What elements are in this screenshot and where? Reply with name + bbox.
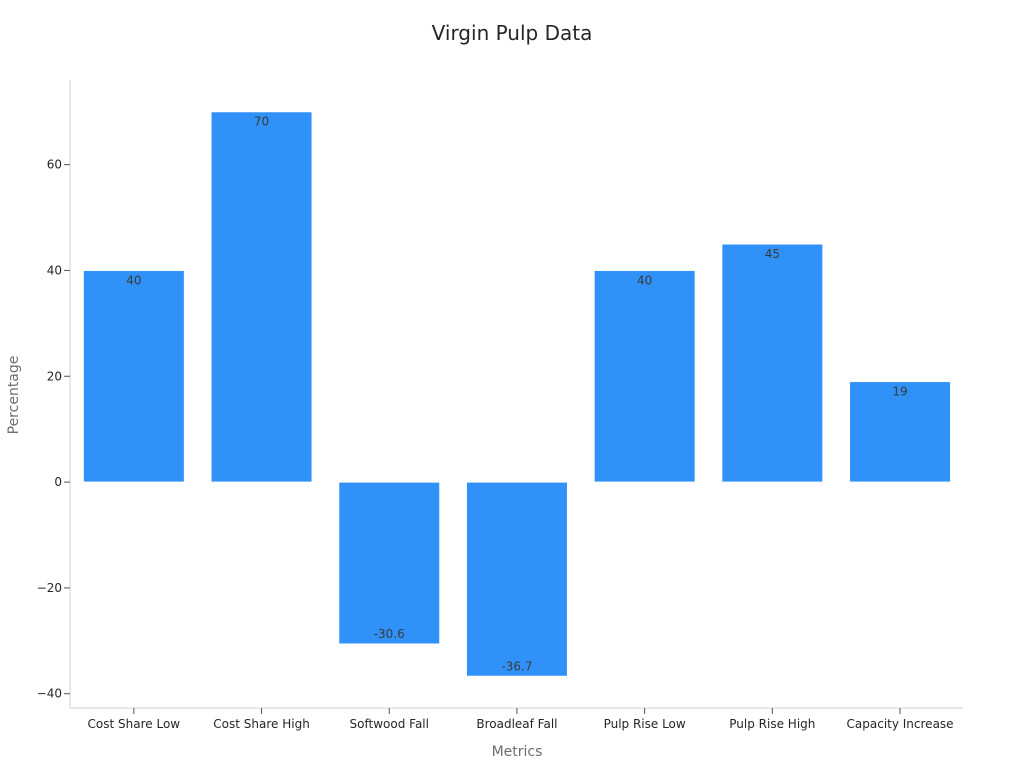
x-tick-label: Broadleaf Fall	[476, 717, 557, 731]
y-tick-label: 20	[47, 369, 62, 383]
x-tick-label: Softwood Fall	[350, 717, 429, 731]
bar	[338, 481, 441, 645]
y-axis-ticks: −40 −20 0 20 40 60	[37, 158, 70, 701]
data-label: -36.7	[501, 659, 532, 673]
data-label: 40	[126, 273, 141, 287]
x-axis-ticks: Cost Share Low Cost Share High Softwood Fa…	[88, 708, 954, 731]
x-tick-label: Cost Share High	[213, 717, 310, 731]
bar	[593, 269, 696, 483]
data-label: 70	[254, 115, 269, 129]
y-tick-label: 40	[47, 263, 62, 277]
bar	[721, 243, 824, 483]
data-label: -30.6	[374, 627, 405, 641]
bar	[849, 381, 952, 483]
y-tick-label: −20	[37, 581, 62, 595]
y-tick-label: 0	[54, 475, 62, 489]
x-tick-label: Capacity Increase	[847, 717, 954, 731]
x-axis-title: Metrics	[492, 744, 543, 760]
y-axis-title: Percentage	[6, 356, 22, 435]
y-tick-label: 60	[47, 158, 62, 172]
data-label: 45	[765, 247, 780, 261]
y-tick-label: −40	[37, 687, 62, 701]
bar	[210, 111, 313, 483]
data-label: 19	[892, 385, 907, 399]
bar	[465, 481, 568, 677]
x-tick-label: Cost Share Low	[88, 717, 181, 731]
x-tick-label: Pulp Rise High	[729, 717, 815, 731]
data-label: 40	[637, 273, 652, 287]
bar	[82, 269, 185, 483]
chart-title: Virgin Pulp Data	[432, 21, 593, 45]
x-tick-label: Pulp Rise Low	[604, 717, 686, 731]
bar-series: 40 70 -30.6 -36.7 40 45 19	[82, 111, 952, 677]
